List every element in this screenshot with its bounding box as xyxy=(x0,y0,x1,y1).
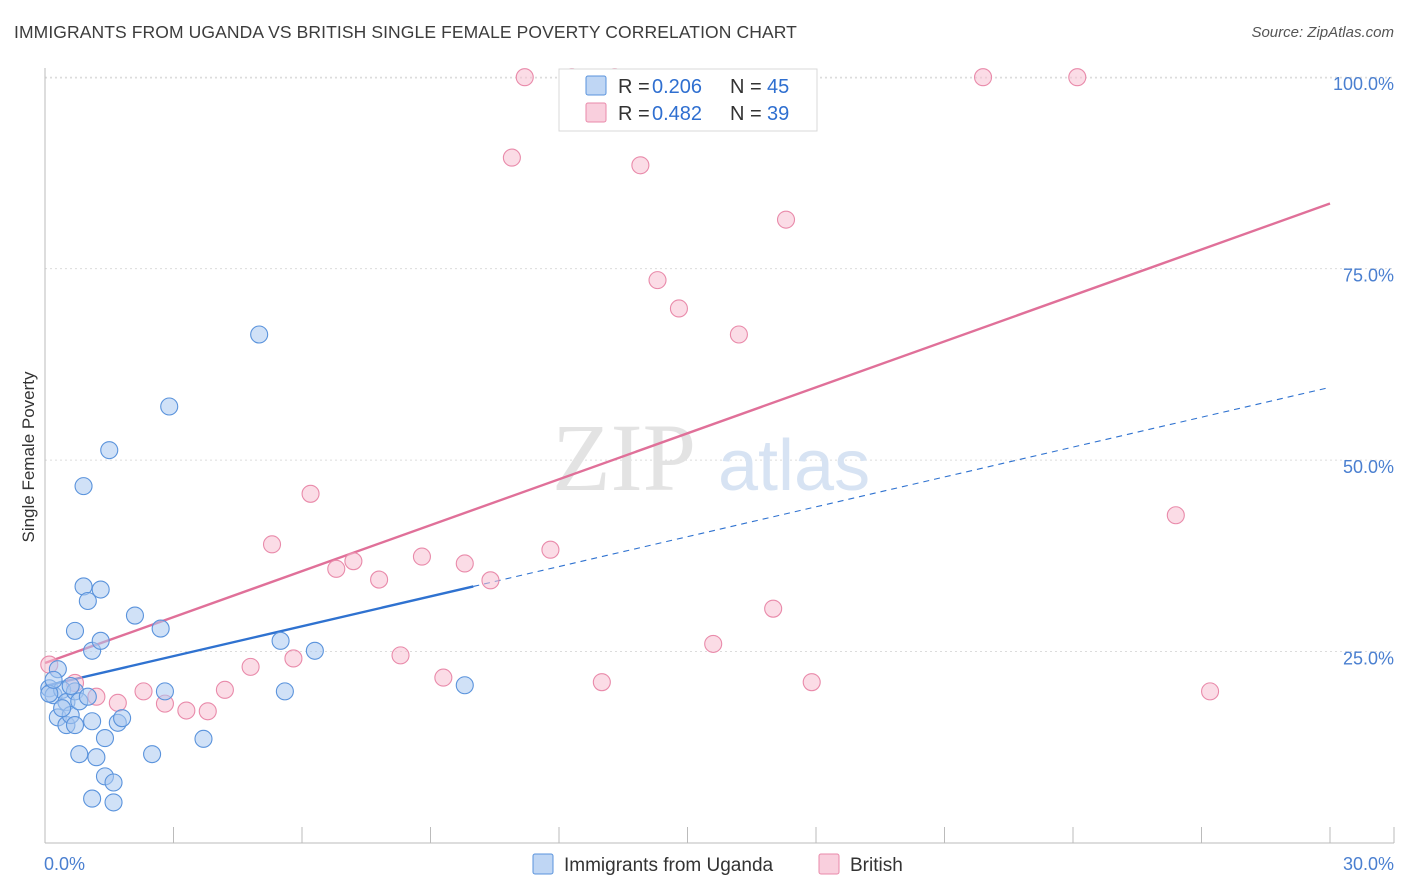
legend-swatch-british xyxy=(585,102,607,123)
british-point xyxy=(515,68,534,87)
british-point xyxy=(541,540,560,559)
uganda-point xyxy=(194,729,213,748)
british-point xyxy=(108,693,127,712)
british-point xyxy=(502,148,521,167)
uganda-point xyxy=(271,631,290,650)
source-credit: Source: ZipAtlas.com xyxy=(1251,24,1394,41)
british-point xyxy=(704,634,723,653)
legend-n-value-uganda: 45 xyxy=(767,76,789,98)
legend-r-value-british: 0.482 xyxy=(652,103,702,125)
x-tick-label-min: 0.0% xyxy=(44,854,85,874)
british-point xyxy=(1068,68,1087,87)
british-point xyxy=(391,646,410,665)
british-point xyxy=(262,535,282,554)
trend-lines xyxy=(44,202,1331,688)
uganda-point xyxy=(61,676,80,696)
uganda-point xyxy=(104,793,123,812)
legend-n-value-british: 39 xyxy=(767,103,789,125)
uganda-point xyxy=(95,729,115,748)
british-point xyxy=(669,299,688,318)
y-axis-label: Single Female Poverty xyxy=(19,371,38,543)
bottom-legend-swatch-british xyxy=(818,853,840,875)
british-point xyxy=(592,673,611,692)
uganda-point xyxy=(104,773,123,792)
british-point xyxy=(198,702,217,721)
british-point xyxy=(802,673,821,692)
uganda-point xyxy=(53,699,72,718)
british-trend-line xyxy=(44,202,1331,665)
british-point xyxy=(327,559,346,578)
uganda-point xyxy=(87,748,106,767)
uganda-point xyxy=(91,631,110,650)
y-tick-label: 75.0% xyxy=(1343,266,1394,286)
uganda-point xyxy=(143,745,162,764)
uganda-point xyxy=(250,325,269,344)
uganda-point xyxy=(160,397,179,416)
british-point xyxy=(412,547,431,566)
british-point xyxy=(215,680,234,699)
x-tick-label-max: 30.0% xyxy=(1343,854,1394,874)
british-point xyxy=(434,668,453,687)
uganda-point xyxy=(305,641,324,660)
data-points xyxy=(40,68,1220,812)
legend-n-label-british: N = xyxy=(730,103,762,125)
british-point xyxy=(1166,506,1185,525)
y-tick-label: 100.0% xyxy=(1333,74,1394,94)
watermark-atlas: atlas xyxy=(718,426,870,506)
chart-title: IMMIGRANTS FROM UGANDA VS BRITISH SINGLE… xyxy=(14,22,797,42)
uganda-point xyxy=(113,709,132,728)
uganda-point xyxy=(74,477,93,496)
uganda-point xyxy=(78,591,97,611)
uganda-point xyxy=(65,716,85,735)
bottom-legend-swatch-uganda xyxy=(532,853,554,875)
british-point xyxy=(729,325,748,344)
legend-swatch-uganda xyxy=(585,75,607,96)
uganda-point xyxy=(151,619,170,638)
legend-r-value-uganda: 0.206 xyxy=(652,76,702,98)
uganda-point xyxy=(125,606,144,625)
uganda-point xyxy=(78,687,97,706)
british-point xyxy=(1201,682,1220,701)
british-point xyxy=(134,682,153,701)
uganda-point xyxy=(275,682,294,701)
gridlines xyxy=(45,76,1394,653)
british-point xyxy=(301,484,320,503)
legend-r-label-british: R = xyxy=(618,103,650,125)
legend-r-label-uganda: R = xyxy=(618,76,650,98)
uganda-point xyxy=(455,676,474,695)
british-point xyxy=(973,68,993,87)
bottom-legend: Immigrants from Uganda British xyxy=(532,853,903,876)
uganda-trend-line xyxy=(44,585,474,688)
bottom-legend-label-uganda: Immigrants from Uganda xyxy=(564,855,774,876)
y-tick-label: 50.0% xyxy=(1343,457,1394,477)
british-point xyxy=(631,156,650,175)
british-point xyxy=(776,210,796,229)
uganda-trend-extension xyxy=(473,386,1331,587)
legend-n-label-uganda: N = xyxy=(730,76,762,98)
correlation-legend: R = 0.206 N = 45 R = 0.482 N = 39 xyxy=(558,68,818,132)
uganda-point xyxy=(65,621,85,640)
uganda-point xyxy=(83,712,102,731)
british-point xyxy=(370,570,389,589)
british-point xyxy=(455,554,474,573)
bottom-legend-label-british: British xyxy=(850,855,903,876)
uganda-point xyxy=(100,441,119,460)
british-point xyxy=(764,599,783,618)
uganda-point xyxy=(91,580,110,599)
watermark-zip: ZIP xyxy=(552,404,696,511)
british-point xyxy=(344,552,363,571)
uganda-point xyxy=(83,789,102,808)
british-point xyxy=(648,271,667,290)
british-point xyxy=(481,571,500,590)
british-point xyxy=(177,701,196,720)
uganda-point xyxy=(44,670,63,689)
british-point xyxy=(284,649,303,668)
uganda-point xyxy=(155,682,174,701)
uganda-point xyxy=(70,745,89,764)
british-point xyxy=(241,657,260,676)
y-tick-label: 25.0% xyxy=(1343,649,1394,669)
watermark: ZIP atlas xyxy=(552,404,870,511)
axes: 25.0% 50.0% 75.0% 100.0% xyxy=(44,68,1395,844)
